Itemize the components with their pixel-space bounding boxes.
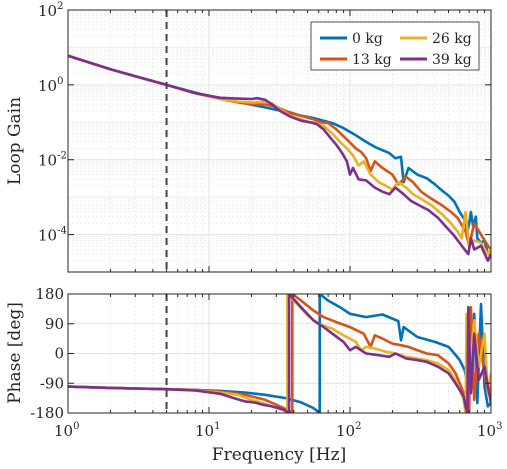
x-axis-label: Frequency [Hz] xyxy=(212,445,346,465)
phase-tick-marks xyxy=(67,293,491,414)
magnitude-tick-marks xyxy=(67,9,491,272)
magnitude-y-tick-labels: 102 100 10-2 10-4 xyxy=(38,1,67,245)
x-tick-label: 102 xyxy=(336,421,361,440)
magnitude-curve-39kg xyxy=(68,54,491,262)
legend-label-26kg: 26 kg xyxy=(432,31,472,47)
magnitude-panel: 102 100 10-2 10-4 Loop Gain 0 kg 26 kg 13 k… xyxy=(5,1,492,273)
legend-box xyxy=(310,21,480,71)
magnitude-y-tick-label: 10-2 xyxy=(38,151,67,170)
magnitude-curves xyxy=(68,54,491,262)
magnitude-y-tick-label: 102 xyxy=(38,1,63,20)
phase-y-tick-label: -90 xyxy=(40,374,64,392)
phase-y-axis-label: Phase [deg] xyxy=(5,302,25,404)
magnitude-y-tick-label: 10-4 xyxy=(38,226,67,245)
legend-label-13kg: 13 kg xyxy=(352,52,392,68)
magnitude-axes-box xyxy=(67,9,492,273)
magnitude-curve-0kg xyxy=(68,54,491,256)
magnitude-y-tick-label: 100 xyxy=(38,76,63,95)
x-tick-label: 100 xyxy=(54,421,79,440)
legend-label-0kg: 0 kg xyxy=(352,31,383,47)
magnitude-curve-26kg xyxy=(68,54,491,256)
phase-curves xyxy=(68,294,491,413)
x-tick-label: 101 xyxy=(195,421,220,440)
phase-y-tick-labels: 180 90 0 -90 -180 xyxy=(30,285,64,422)
magnitude-y-axis-label: Loop Gain xyxy=(5,97,25,185)
x-tick-label: 103 xyxy=(477,421,502,440)
phase-y-tick-label: 180 xyxy=(35,285,64,303)
phase-y-tick-label: 0 xyxy=(54,345,64,363)
legend-label-39kg: 39 kg xyxy=(432,52,472,68)
phase-curve-39kg xyxy=(68,294,491,413)
legend: 0 kg 26 kg 13 kg 39 kg xyxy=(310,21,480,71)
phase-curve-26kg xyxy=(68,294,491,413)
phase-panel: 180 90 0 -90 -180 100 101 102 103 Phase [deg] F… xyxy=(5,285,502,465)
x-tick-labels: 100 101 102 103 xyxy=(54,421,502,440)
phase-y-tick-label: 90 xyxy=(45,315,64,333)
phase-y-tick-label: -180 xyxy=(30,404,64,422)
